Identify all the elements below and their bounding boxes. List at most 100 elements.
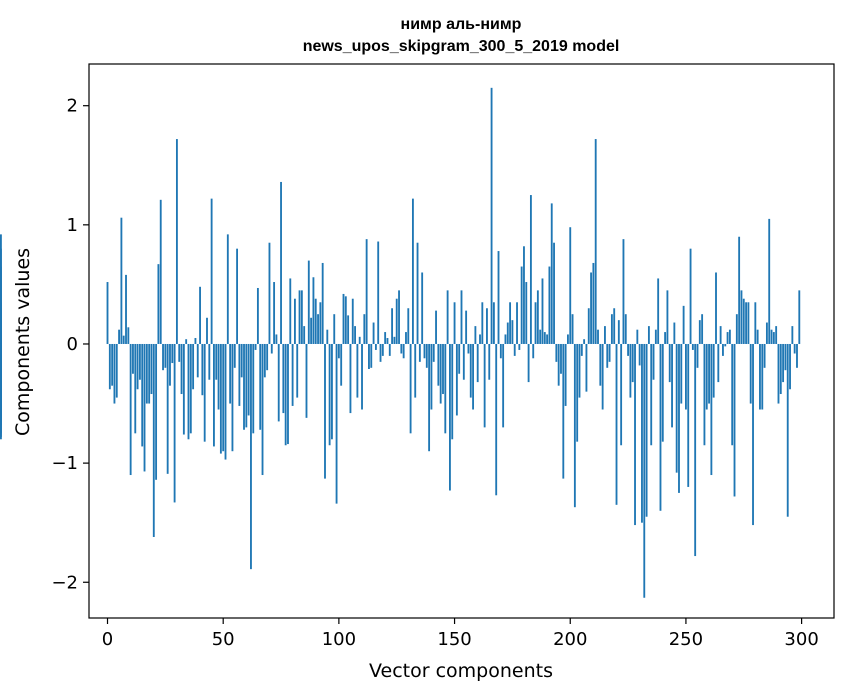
- bar-16: [143, 343, 146, 472]
- bar-12: [134, 343, 137, 434]
- bar-31: [178, 343, 181, 362]
- x-tick-label-50: 50: [212, 629, 235, 650]
- bar-53: [229, 343, 232, 404]
- bar-191: [548, 266, 551, 344]
- bar-156: [467, 343, 470, 354]
- bar-160: [476, 343, 479, 383]
- bar-115: [372, 322, 375, 344]
- bar-278: [749, 343, 752, 404]
- bar-30: [175, 139, 178, 344]
- bar-45: [210, 198, 213, 344]
- bar-159: [474, 326, 477, 344]
- bar-128: [402, 343, 405, 359]
- bar-205: [580, 343, 583, 356]
- bar-110: [361, 343, 363, 410]
- bar-29: [173, 343, 176, 503]
- bar-146: [444, 343, 447, 434]
- bar-297: [793, 343, 796, 354]
- bar-52: [226, 234, 229, 344]
- bar-158: [472, 343, 474, 410]
- bar-137: [423, 343, 426, 359]
- bar-20: [152, 343, 155, 537]
- bar-51: [224, 343, 227, 460]
- bar-231: [641, 343, 643, 523]
- bar-185: [534, 302, 537, 344]
- bar-93: [321, 262, 324, 344]
- y-tick-label-0: −2: [51, 572, 78, 593]
- bar-239: [659, 343, 662, 511]
- bar-76: [282, 343, 285, 414]
- bar-126: [398, 290, 400, 344]
- x-tick-label-200: 200: [553, 629, 587, 650]
- bar-213: [599, 343, 602, 386]
- bar-216: [606, 343, 609, 368]
- y-axis-label: Components values: [12, 248, 34, 436]
- bar-39: [196, 343, 199, 378]
- bar-232: [643, 343, 646, 598]
- bar-154: [462, 343, 465, 380]
- bar-82: [296, 343, 299, 398]
- bar-90: [314, 298, 317, 344]
- bar-234: [647, 326, 650, 344]
- bar-166: [490, 87, 493, 344]
- bar-182: [527, 343, 530, 383]
- bar-233: [645, 343, 648, 517]
- bar-168: [495, 343, 498, 496]
- bar-67: [261, 343, 264, 476]
- bar-226: [629, 343, 632, 398]
- bar-273: [738, 236, 741, 344]
- bar-208: [587, 308, 590, 344]
- bar-77: [284, 343, 287, 446]
- bar-197: [562, 343, 565, 479]
- bar-204: [578, 343, 581, 398]
- chart-title-line-2: news_upos_skipgram_300_5_2019 model: [303, 38, 620, 55]
- bar-254: [694, 343, 697, 557]
- bar-223: [622, 239, 625, 344]
- bar-125: [395, 298, 398, 344]
- bar-183: [529, 195, 532, 344]
- bar-242: [666, 290, 669, 344]
- bar-36: [189, 343, 192, 434]
- bar-200: [569, 227, 572, 344]
- bar-88: [310, 317, 313, 344]
- y-ticks: −2 −1 0 1 2: [51, 96, 89, 593]
- bar-103: [344, 296, 347, 344]
- bar-207: [585, 343, 588, 392]
- bar-243: [668, 343, 671, 383]
- bar-164: [486, 308, 488, 344]
- bar-240: [661, 343, 664, 442]
- bar-263: [715, 272, 717, 344]
- bar-214: [601, 343, 604, 410]
- bar-94: [324, 343, 326, 479]
- bar-98: [333, 314, 336, 344]
- bar-117: [377, 241, 380, 344]
- bar-138: [425, 343, 428, 368]
- bar-291: [779, 343, 782, 395]
- bar-172: [504, 334, 507, 344]
- bar-288: [772, 332, 775, 344]
- bar-203: [576, 343, 579, 442]
- bar-83: [298, 290, 301, 344]
- bar-38: [194, 338, 197, 344]
- bar-218: [610, 314, 613, 344]
- bar-48: [217, 343, 220, 410]
- bar-68: [263, 343, 266, 378]
- bar-289: [775, 326, 778, 344]
- bar-192: [550, 203, 553, 344]
- bar-42: [203, 343, 206, 442]
- bar-170: [499, 343, 502, 359]
- bar-162: [481, 302, 484, 344]
- bar-298: [796, 343, 798, 368]
- bar-97: [331, 343, 333, 440]
- bar-70: [268, 242, 271, 344]
- bar-47: [215, 343, 218, 380]
- bar-256: [698, 320, 701, 344]
- bar-151: [455, 343, 458, 416]
- bar-148: [449, 343, 451, 491]
- chart-title-line-1: нимр аль-нимр: [401, 16, 522, 33]
- bar-201: [571, 314, 574, 344]
- bar-6: [120, 217, 123, 344]
- bar-260: [708, 343, 710, 404]
- bar-230: [638, 343, 641, 366]
- bar-279: [752, 343, 754, 526]
